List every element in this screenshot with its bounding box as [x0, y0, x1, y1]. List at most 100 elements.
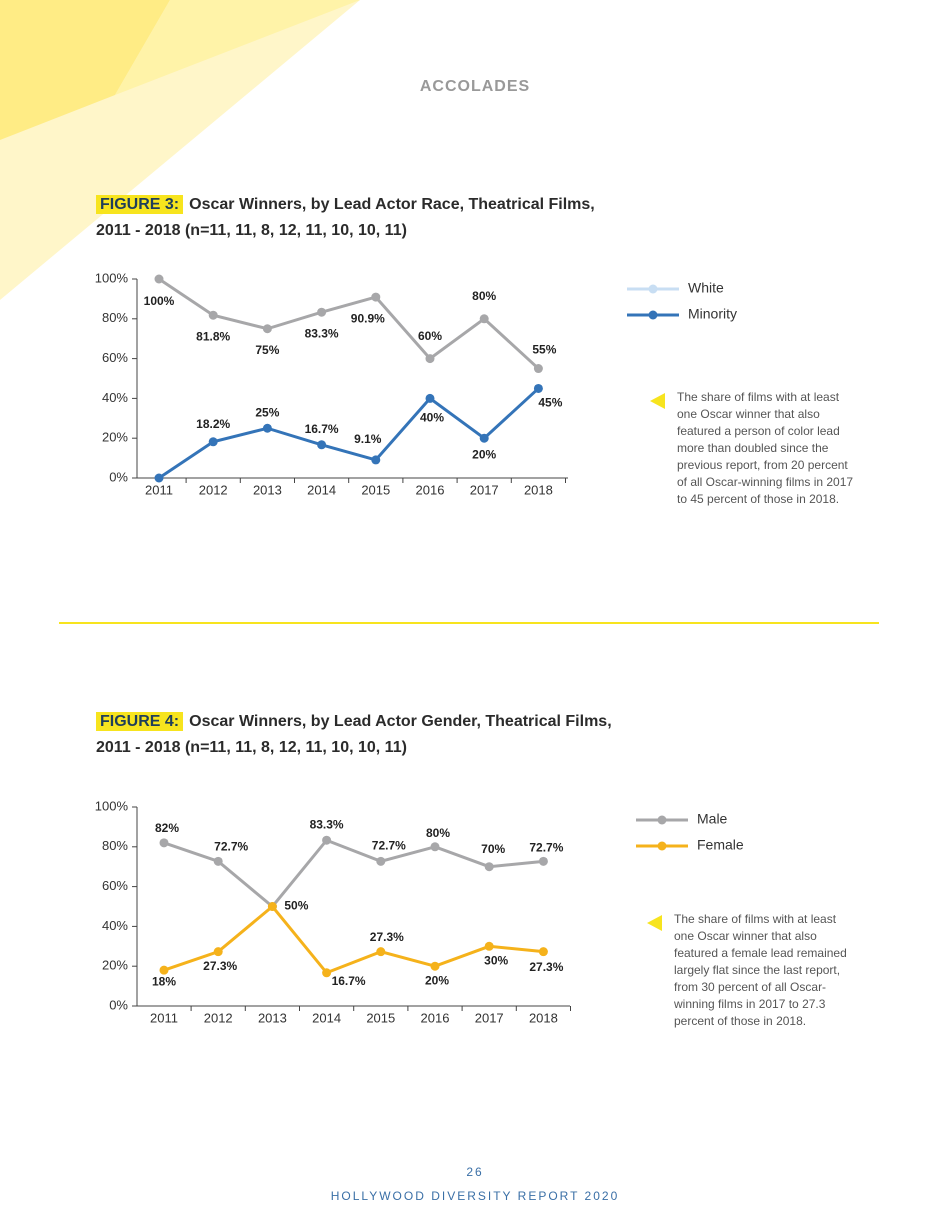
data-point [425, 354, 435, 364]
title-text: Oscar Winners, by Lead Actor Gender, The… [96, 713, 612, 756]
x-tick-label: 2014 [307, 482, 336, 497]
data-point [213, 856, 223, 866]
x-tick-label: 2015 [361, 482, 390, 497]
data-point [322, 968, 332, 978]
data-point [538, 856, 548, 866]
value-label: 16.7% [332, 974, 366, 988]
figure-title: FIGURE 4: Oscar Winners, by Lead Actor Ge… [96, 709, 626, 761]
legend-swatch [648, 310, 658, 320]
data-point [376, 856, 386, 866]
x-tick-label: 2013 [253, 482, 282, 497]
value-label: 60% [418, 329, 442, 343]
legend-label: Minority [688, 306, 737, 322]
x-tick-label: 2012 [199, 482, 228, 497]
decor [115, 0, 360, 95]
x-tick-label: 2017 [470, 482, 499, 497]
x-tick-label: 2016 [416, 482, 445, 497]
value-label: 80% [426, 826, 450, 840]
value-label: 45% [538, 396, 562, 410]
x-tick-label: 2016 [421, 1010, 450, 1025]
x-tick-label: 2015 [366, 1010, 395, 1025]
value-label: 80% [472, 289, 496, 303]
title-text: Oscar Winners, by Lead Actor Race, Theat… [96, 196, 595, 239]
data-point [267, 902, 277, 911]
value-label: 100% [144, 294, 175, 308]
y-tick-label: 20% [102, 430, 128, 445]
value-label: 72.7% [529, 840, 563, 854]
value-label: 18% [152, 974, 176, 988]
value-label: 83.3% [305, 326, 339, 340]
y-tick-label: 80% [102, 838, 128, 853]
data-point [159, 838, 169, 848]
note: The share of films with at least one Osc… [677, 390, 854, 506]
note-arrow [650, 393, 665, 409]
series-line [163, 904, 544, 975]
data-point [533, 364, 543, 374]
note: The share of films with at least one Osc… [674, 912, 847, 1028]
data-point [430, 842, 440, 852]
value-label: 16.7% [305, 422, 339, 436]
x-tick-label: 2018 [524, 482, 553, 497]
data-point [262, 423, 272, 433]
data-point [208, 437, 218, 447]
data-point [317, 307, 327, 317]
data-point [425, 393, 435, 403]
value-label: 81.8% [196, 329, 230, 343]
data-point [430, 961, 440, 971]
data-point [154, 274, 164, 284]
value-label: 90.9% [351, 311, 385, 325]
data-point [317, 440, 327, 450]
value-label: 30% [484, 953, 508, 967]
data-point [479, 433, 489, 443]
data-point [479, 314, 489, 324]
data-point [208, 310, 218, 320]
y-tick-label: 0% [109, 469, 128, 484]
value-label: 40% [420, 411, 444, 425]
series-line [158, 387, 540, 480]
value-label: 50% [284, 899, 308, 913]
y-tick-label: 40% [102, 390, 128, 405]
note-arrow [647, 915, 662, 931]
legend-label: Female [697, 837, 744, 853]
x-tick-label: 2017 [475, 1010, 504, 1025]
data-point [159, 965, 169, 975]
figure-title: FIGURE 3: Oscar Winners, by Lead Actor Ra… [96, 192, 626, 244]
y-tick-label: 0% [109, 997, 128, 1012]
series-line [163, 838, 544, 909]
series-line [158, 277, 540, 370]
data-point [371, 292, 381, 302]
value-label: 27.3% [529, 960, 563, 974]
x-tick-label: 2013 [258, 1010, 287, 1025]
legend-swatch [657, 815, 667, 825]
value-label: 75% [255, 343, 279, 357]
data-point [484, 862, 494, 872]
figure-label: FIGURE 3: [96, 195, 184, 214]
legend-swatch [657, 841, 667, 851]
y-tick-label: 100% [95, 270, 129, 285]
data-point [484, 941, 494, 951]
data-point [213, 947, 223, 957]
value-label: 55% [532, 343, 556, 357]
x-tick-label: 2018 [529, 1010, 558, 1025]
value-label: 27.3% [370, 930, 404, 944]
data-point [538, 947, 548, 957]
value-label: 20% [425, 973, 449, 987]
footer-text: HOLLYWOOD DIVERSITY REPORT 2020 [330, 1189, 620, 1203]
value-label: 25% [255, 405, 279, 419]
x-tick-label: 2011 [145, 482, 173, 497]
value-label: 20% [472, 447, 496, 461]
y-tick-label: 100% [95, 798, 129, 813]
data-point [322, 835, 332, 845]
legend-label: Male [697, 811, 728, 827]
value-label: 72.7% [214, 839, 248, 853]
legend-label: White [688, 280, 724, 296]
y-tick-label: 60% [102, 878, 128, 893]
data-point [262, 324, 272, 334]
y-tick-label: 20% [102, 958, 128, 973]
y-tick-label: 60% [102, 350, 128, 365]
value-label: 82% [155, 821, 179, 835]
value-label: 9.1% [354, 432, 382, 446]
data-point [371, 455, 381, 465]
